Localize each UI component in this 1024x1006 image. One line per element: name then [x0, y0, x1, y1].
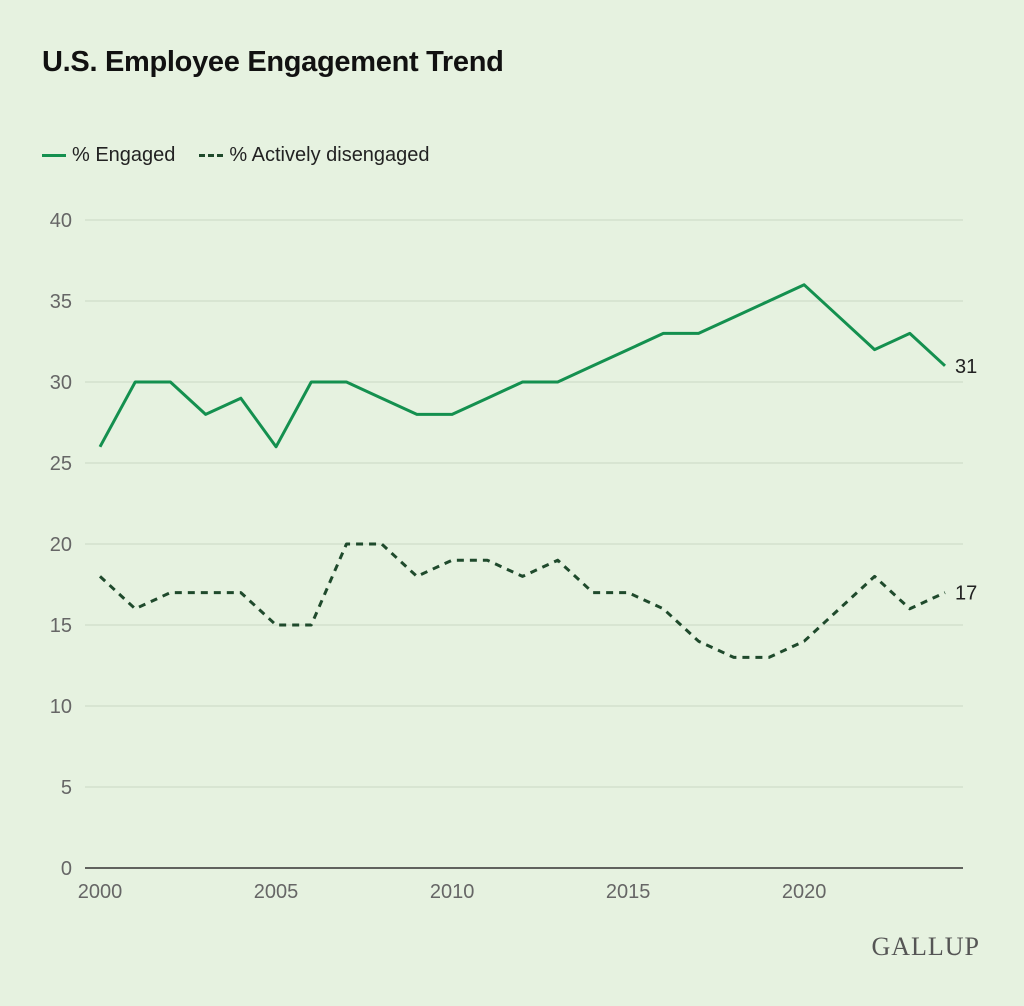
- y-tick-label: 30: [50, 372, 72, 394]
- legend-engaged: % Engaged: [42, 144, 175, 167]
- series-line-disengaged: [98, 542, 946, 659]
- x-tick-label: 2010: [430, 881, 475, 903]
- legend: % Engaged % Actively disengaged: [42, 144, 444, 167]
- x-tick-label: 2005: [254, 881, 299, 903]
- y-tick-label: 35: [50, 291, 72, 313]
- y-tick-label: 40: [50, 210, 72, 232]
- y-tick-label: 20: [50, 534, 72, 556]
- legend-label: % Engaged: [72, 144, 176, 166]
- chart-title: U.S. Employee Engagement Trend: [42, 46, 504, 78]
- x-tick-label: 2020: [782, 881, 827, 903]
- y-tick-label: 10: [50, 696, 72, 718]
- legend-label: % Actively disengaged: [229, 144, 430, 166]
- y-tick-label: 0: [61, 858, 72, 880]
- gallup-logo: GALLUP: [871, 932, 980, 961]
- legend-disengaged: % Actively disengaged: [199, 144, 430, 167]
- x-tick-label: 2000: [78, 881, 123, 903]
- y-tick-label: 5: [61, 777, 72, 799]
- end-label: 31: [955, 356, 977, 378]
- legend-swatch-solid: [42, 154, 66, 157]
- legend-swatch-dashed: [199, 154, 224, 157]
- end-label: 17: [955, 583, 977, 605]
- x-tick-label: 2015: [606, 881, 651, 903]
- y-tick-label: 25: [50, 453, 72, 475]
- series-line-engaged: [98, 283, 947, 449]
- y-tick-label: 15: [50, 615, 72, 637]
